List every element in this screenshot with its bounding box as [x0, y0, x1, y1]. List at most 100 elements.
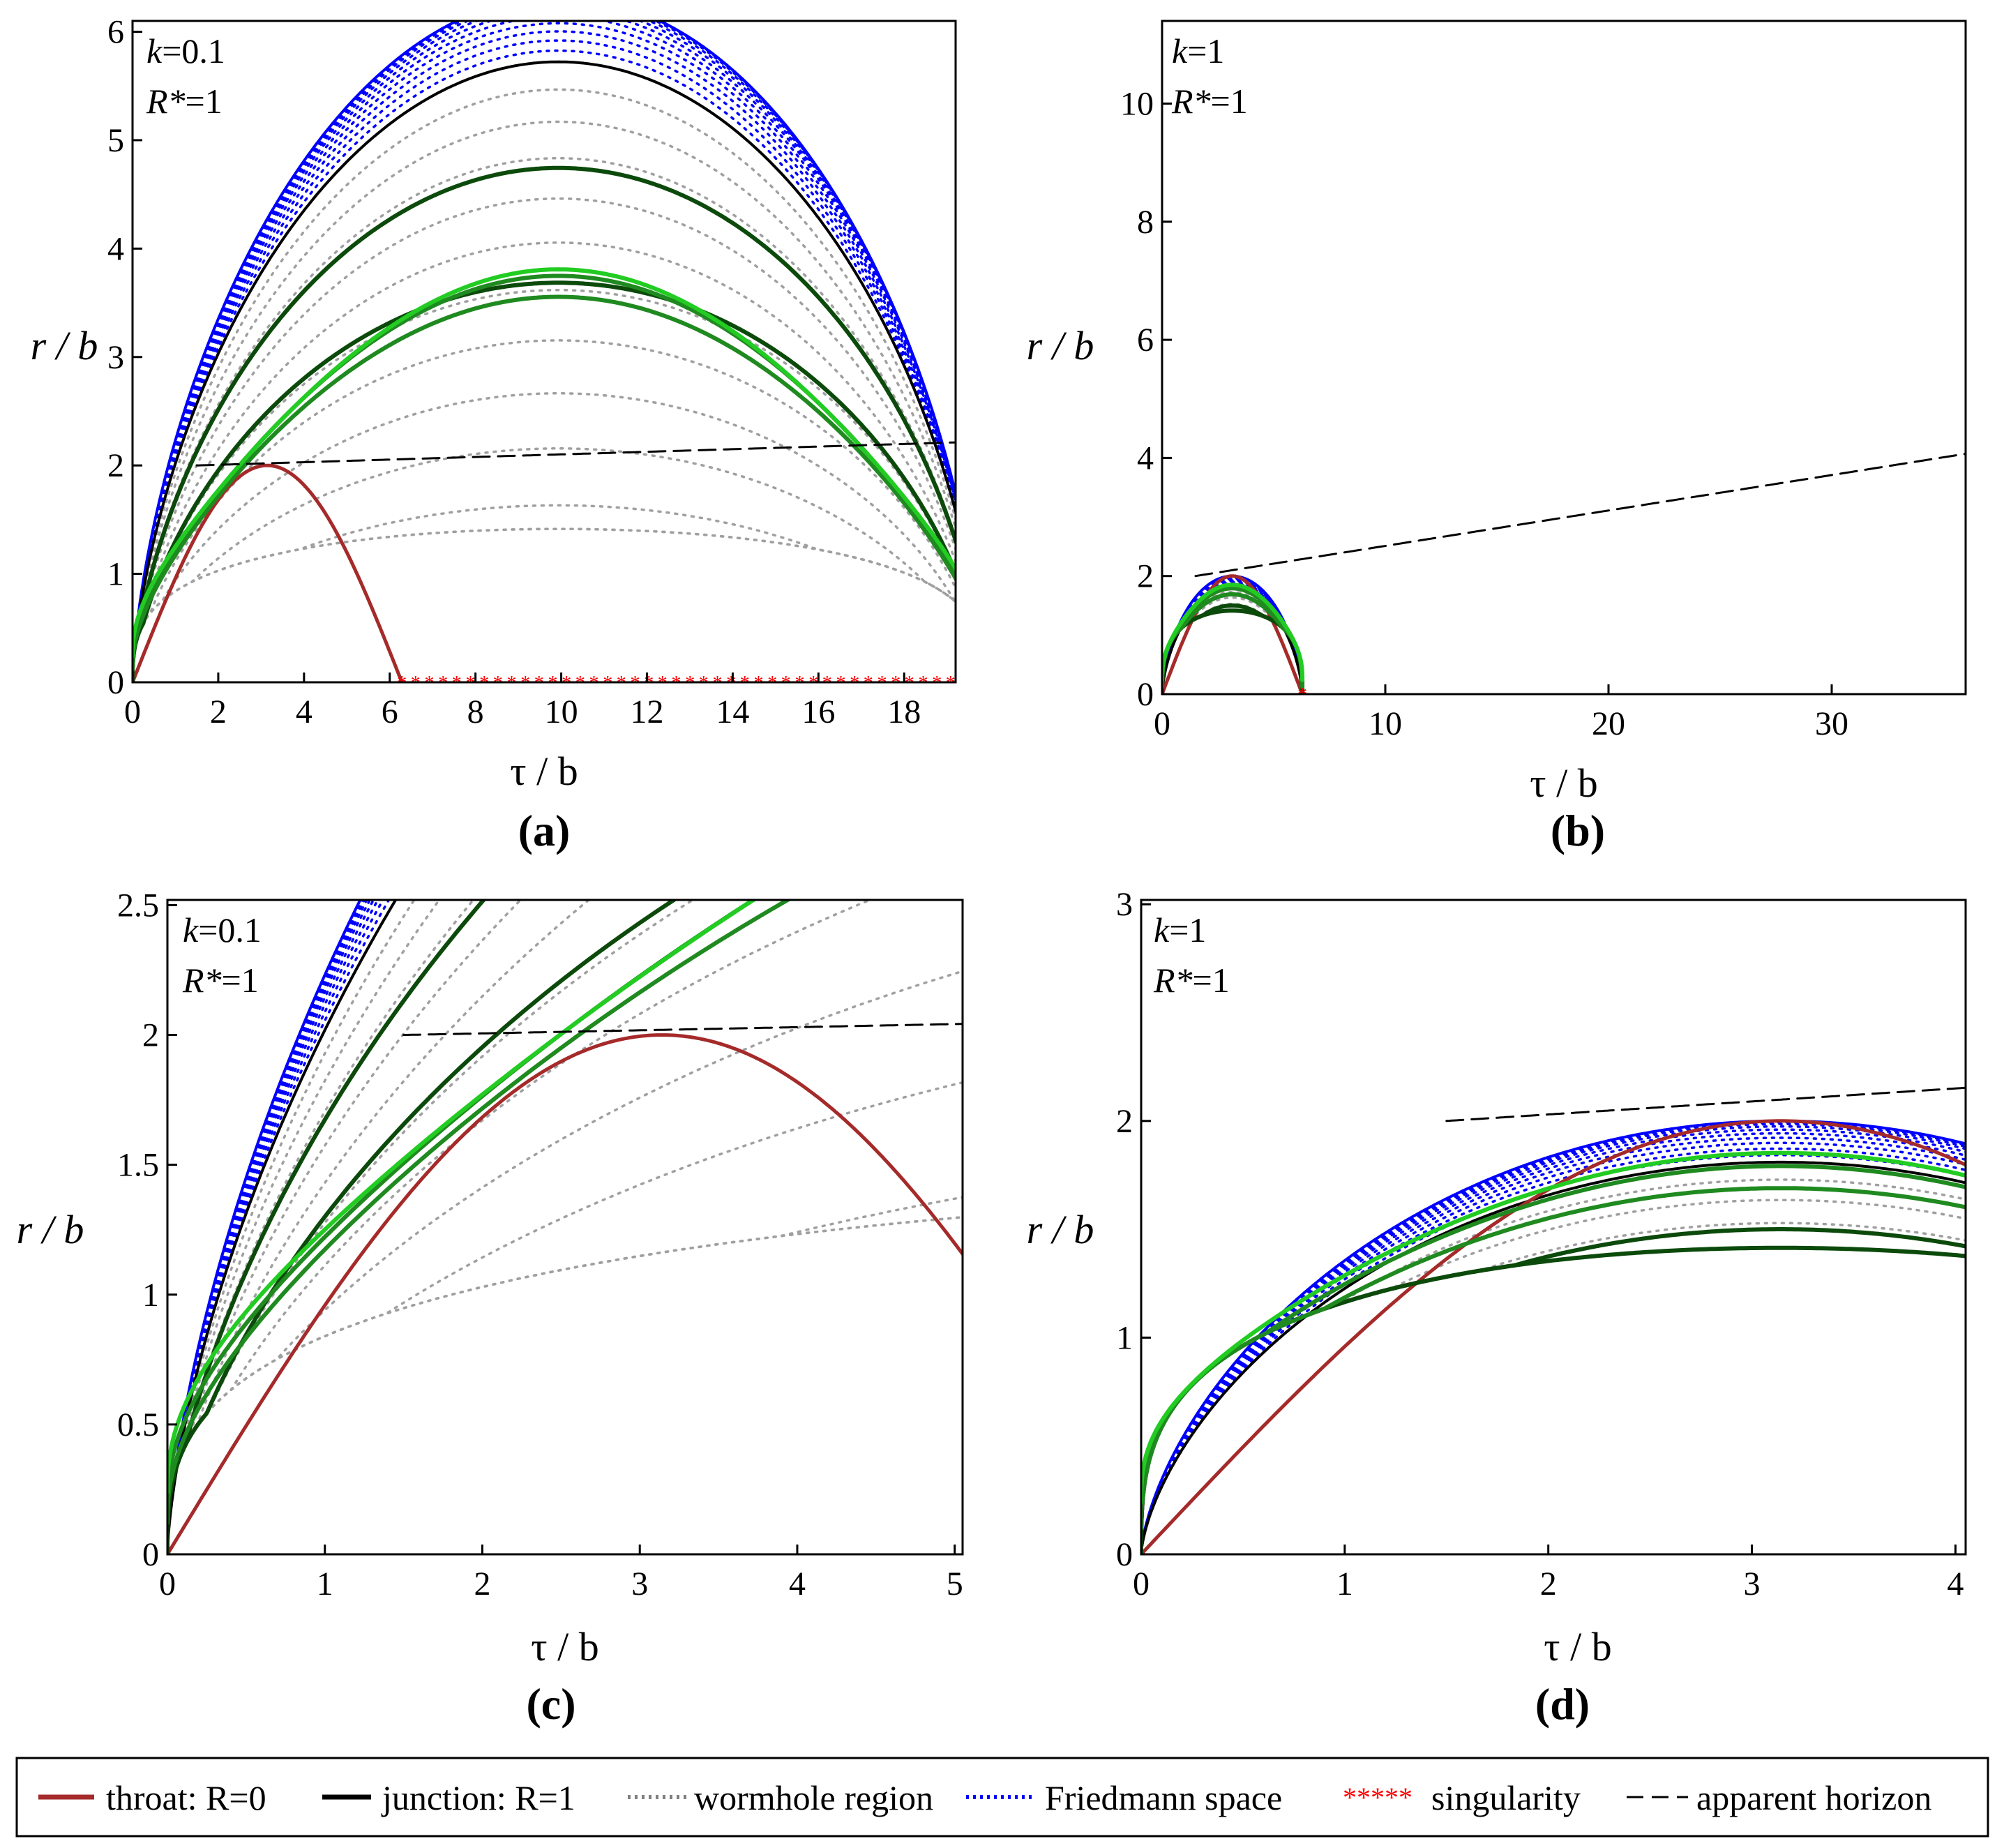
wormhole-curve-2 — [1141, 1247, 1966, 1554]
wormhole-curve-7 — [1141, 1247, 1966, 1554]
x-tick-label: 4 — [789, 1565, 806, 1602]
shell-curve-27 — [167, 900, 792, 1526]
friedmann-boundary-22 — [167, 900, 362, 1554]
legend-item-junction: junction: R=1 — [322, 1778, 575, 1817]
x-tick-label: 0 — [1154, 705, 1170, 742]
singularity-marker: * — [713, 673, 723, 694]
panel-c-plot-area — [167, 900, 963, 1554]
friedmann-curve-12 — [1141, 1154, 1966, 1554]
y-tick-label: 3 — [107, 339, 124, 376]
shell-curve-29 — [167, 900, 758, 1494]
singularity-marker: * — [617, 673, 626, 694]
x-tick-label: 16 — [801, 693, 835, 730]
singularity-marker: * — [781, 673, 791, 694]
x-tick-label: 10 — [1369, 705, 1402, 742]
singularity-marker: * — [562, 673, 571, 694]
friedmann-curve-13 — [1141, 1147, 1966, 1554]
panel-b: * 0 10 20 30 0 2 4 6 8 10 τ / b r / b k=1 R*=1 (b… — [1027, 20, 1967, 855]
panel-d-ticks: 0 1 2 3 4 0 1 2 3 — [1116, 886, 1964, 1602]
wormhole-curve-1 — [133, 527, 956, 682]
wormhole-curve-9 — [167, 900, 475, 1554]
panel-a-r-param: R*=1 — [146, 82, 223, 121]
singularity-marker: * — [740, 673, 750, 694]
wormhole-curve-2 — [167, 1196, 963, 1554]
horizon-curve-30 — [1445, 1086, 1966, 1122]
y-tick-label: 3 — [1116, 886, 1133, 923]
x-tick-label: 2 — [210, 693, 227, 730]
panel-a: * * * * * * * * * * * * * * * * * * * * * * * * * * * * * * * * * * * * * * * *… — [31, 14, 957, 855]
wormhole-curve-4 — [1141, 1247, 1966, 1554]
wormhole-curve-4 — [133, 392, 956, 682]
throat-curve-24 — [133, 463, 404, 682]
x-tick-label: 1 — [317, 1565, 333, 1602]
friedmann-boundary-22 — [1141, 1119, 1966, 1554]
shell-curve-25 — [167, 900, 678, 1554]
legend-label-horizon: apparent horizon — [1696, 1778, 1931, 1817]
legend-label-junction: junction: R=1 — [381, 1778, 575, 1817]
wormhole-curve-8 — [167, 900, 522, 1554]
singularity-marker: * — [425, 673, 435, 694]
wormhole-curve-10 — [1141, 1199, 1966, 1554]
x-tick-label: 5 — [947, 1565, 963, 1602]
panel-b-frame — [1161, 20, 1967, 696]
friedmann-boundary-22 — [133, 21, 956, 682]
singularity-marker: * — [575, 673, 585, 694]
friedmann-curve-14 — [133, 30, 956, 682]
friedmann-curve-14 — [167, 900, 379, 1554]
x-tick-label: 4 — [1947, 1565, 1964, 1602]
wormhole-curve-5 — [1141, 1247, 1966, 1554]
horizon-curve-30 — [402, 1023, 963, 1037]
singularity-marker: * — [767, 673, 777, 694]
friedmann-curve-15 — [1141, 1136, 1966, 1554]
legend-swatch-singularity: ***** — [1343, 1782, 1412, 1813]
x-tick-label: 0 — [1133, 1565, 1150, 1602]
panel-a-frame — [131, 20, 957, 684]
singularity-marker: * — [411, 673, 421, 694]
y-tick-label: 6 — [107, 14, 124, 51]
wormhole-curve-3 — [167, 1081, 963, 1554]
x-tick-label: 0 — [124, 693, 141, 730]
wormhole-curve-0 — [133, 527, 956, 682]
x-tick-label: 10 — [545, 693, 578, 730]
panel-a-y-label: r / b — [31, 323, 98, 368]
y-tick-label: 4 — [1137, 440, 1154, 476]
throat-curve-24 — [1141, 1119, 1966, 1554]
singularity-marker: * — [631, 673, 640, 694]
shell-curve-29 — [1162, 583, 1305, 682]
friedmann-curve-16 — [167, 900, 372, 1554]
legend-label-wormhole: wormhole region — [694, 1778, 933, 1817]
singularity-marker: * — [589, 673, 599, 694]
shell-curve-27 — [133, 294, 956, 672]
legend-label-throat: throat: R=0 — [106, 1778, 266, 1817]
y-tick-label: 6 — [1137, 322, 1154, 359]
panel-b-k-param: k=1 — [1172, 31, 1224, 70]
friedmann-curve-15 — [167, 900, 375, 1554]
wormhole-curve-7 — [167, 900, 591, 1554]
x-tick-label: 6 — [382, 693, 398, 730]
legend-item-horizon: apparent horizon — [1627, 1778, 1931, 1817]
singularity-marker: * — [919, 673, 928, 694]
y-tick-label: 0 — [107, 664, 124, 701]
x-tick-label: 0 — [159, 1565, 176, 1602]
panel-b-plot-area: * — [1162, 453, 1966, 706]
singularity-marker: * — [520, 673, 530, 694]
singularity-marker: * — [877, 673, 887, 694]
y-tick-label: 0 — [1137, 676, 1154, 713]
legend-item-throat: throat: R=0 — [38, 1778, 266, 1817]
throat-curve-24 — [167, 1033, 963, 1554]
x-tick-label: 2 — [474, 1565, 490, 1602]
legend-item-wormhole: wormhole region — [628, 1778, 933, 1817]
panel-d-k-param: k=1 — [1154, 910, 1206, 949]
legend-label-friedmann: Friedmann space — [1045, 1778, 1282, 1817]
junction-curve-23 — [167, 900, 398, 1554]
singularity-marker: * — [1297, 684, 1307, 706]
panel-b-ticks: 0 10 20 30 0 2 4 6 8 10 — [1120, 86, 1848, 742]
x-tick-label: 18 — [887, 693, 921, 730]
y-tick-label: 2 — [142, 1017, 159, 1054]
singularity-marker: * — [864, 673, 873, 694]
shell-curve-28 — [167, 900, 758, 1510]
singularity-marker: * — [850, 673, 859, 694]
y-tick-label: 2 — [107, 447, 124, 484]
wormhole-curve-0 — [1141, 1247, 1966, 1554]
